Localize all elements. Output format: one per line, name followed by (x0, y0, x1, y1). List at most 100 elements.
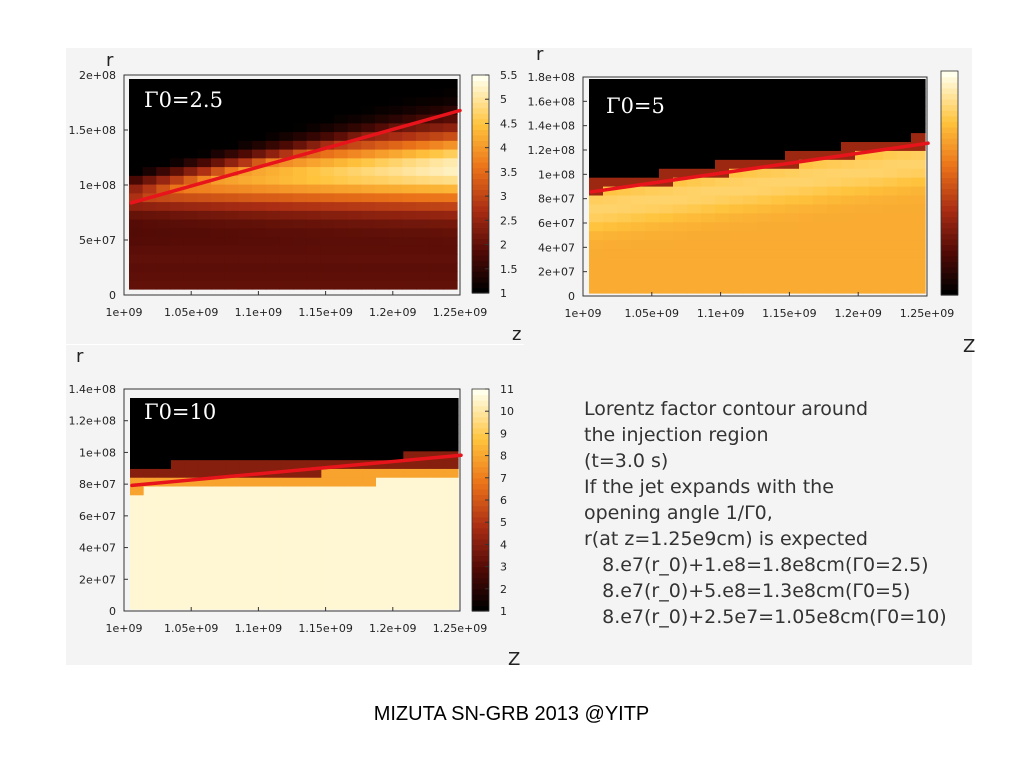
heatmap-cell (416, 210, 431, 220)
heatmap-cell (603, 194, 618, 205)
heatmap-cell (184, 406, 199, 417)
heatmap-cell (239, 459, 254, 469)
heatmap-cell (743, 221, 758, 232)
heatmap-cell (443, 192, 458, 203)
heatmap-cell (361, 219, 376, 229)
heatmap-cell (293, 254, 308, 264)
heatmap-cell (813, 87, 828, 98)
heatmap-cell (659, 248, 674, 258)
heatmap-cell (348, 485, 363, 496)
heatmap-cell (170, 166, 185, 176)
heatmap-cell (659, 186, 674, 196)
colorbar-segment (472, 483, 489, 490)
heatmap-cell (617, 168, 632, 178)
heatmap-cell (417, 477, 432, 487)
heatmap-cell (348, 398, 363, 408)
heatmap-cell (348, 494, 363, 505)
heatmap-cell (183, 105, 198, 115)
heatmap-cell (869, 141, 884, 151)
x-axis-label: Z (963, 336, 975, 357)
heatmap-cell (239, 538, 254, 549)
heatmap-cell (335, 406, 350, 417)
heatmap-cell (142, 122, 157, 133)
heatmap-cell (430, 547, 445, 557)
heatmap-cell (252, 79, 267, 89)
colorbar-segment (472, 200, 489, 207)
heatmap-cell (362, 582, 377, 593)
heatmap-cell (855, 79, 870, 89)
heatmap-cell (212, 477, 227, 487)
heatmap-cell (701, 230, 716, 241)
heatmap-cell (183, 114, 198, 124)
heatmap-cell (813, 248, 828, 258)
y-tick-label: 1.2e+08 (528, 144, 575, 157)
heatmap-cell (389, 529, 404, 540)
heatmap-cell (157, 512, 172, 522)
heatmap-cell (266, 485, 281, 496)
heatmap-cell (883, 159, 898, 169)
heatmap-cell (589, 266, 604, 276)
heatmap-cell (293, 87, 308, 98)
heatmap-cell (224, 236, 239, 246)
heatmap-cell (130, 477, 145, 487)
heatmap-cell (294, 556, 309, 566)
heatmap-cell (280, 468, 295, 478)
heatmap-cell (701, 105, 716, 116)
heatmap-cell (430, 582, 445, 593)
heatmap-cell (659, 105, 674, 116)
heatmap-cell (869, 275, 884, 285)
heatmap-cell (388, 201, 403, 211)
heatmap-cell (321, 573, 336, 584)
heatmap-cell (266, 591, 281, 601)
y-axis-label: r (106, 50, 114, 71)
heatmap-cell (855, 194, 870, 205)
colorbar-segment (472, 91, 489, 98)
colorbar-tick-label: 4.5 (500, 117, 518, 130)
heatmap-cell (157, 556, 172, 566)
heatmap-cell (198, 459, 213, 469)
heatmap-cell (253, 503, 268, 513)
heatmap-cell (320, 79, 335, 89)
x-tick-label: 1.15e+09 (298, 306, 352, 319)
heatmap-cell (238, 192, 253, 203)
heatmap-cell (841, 132, 856, 143)
colorbar-segment (472, 594, 489, 601)
heatmap-cell (883, 230, 898, 241)
heatmap-cell (729, 212, 744, 223)
heatmap-cell (813, 79, 828, 89)
heatmap-cell (659, 239, 674, 250)
heatmap-cell (416, 114, 431, 124)
heatmap-cell (659, 168, 674, 178)
heatmap-cell (280, 591, 295, 601)
heatmap-cell (827, 141, 842, 151)
heatmap-cell (403, 512, 418, 522)
heatmap-cell (225, 547, 240, 557)
heatmap-cell (402, 149, 417, 159)
heatmap-cell (799, 132, 814, 143)
heatmap-cell (143, 573, 158, 584)
heatmap-cell (376, 415, 391, 425)
heatmap-cell (321, 582, 336, 593)
heatmap-cell (293, 184, 308, 194)
colorbar-segment (941, 233, 958, 240)
heatmap-cell (897, 159, 912, 169)
heatmap-cell (279, 122, 294, 133)
heatmap-cell (238, 236, 253, 246)
heatmap-cell (771, 194, 786, 205)
heatmap-cell (645, 141, 660, 151)
heatmap-cell (443, 157, 458, 168)
colorbar-segment (472, 450, 489, 457)
heatmap-cell (743, 239, 758, 250)
heatmap-cell (279, 105, 294, 115)
heatmap-cell (673, 168, 688, 178)
heatmap-cell (129, 219, 144, 229)
colorbar-tick-label: 2 (500, 583, 507, 596)
heatmap-cell (238, 245, 253, 255)
heatmap-cell (841, 96, 856, 107)
heatmap-cell (813, 105, 828, 116)
heatmap-cell (334, 157, 349, 168)
heatmap-cell (799, 168, 814, 178)
heatmap-cell (855, 96, 870, 107)
heatmap-cell (715, 114, 730, 125)
heatmap-cell (388, 175, 403, 185)
